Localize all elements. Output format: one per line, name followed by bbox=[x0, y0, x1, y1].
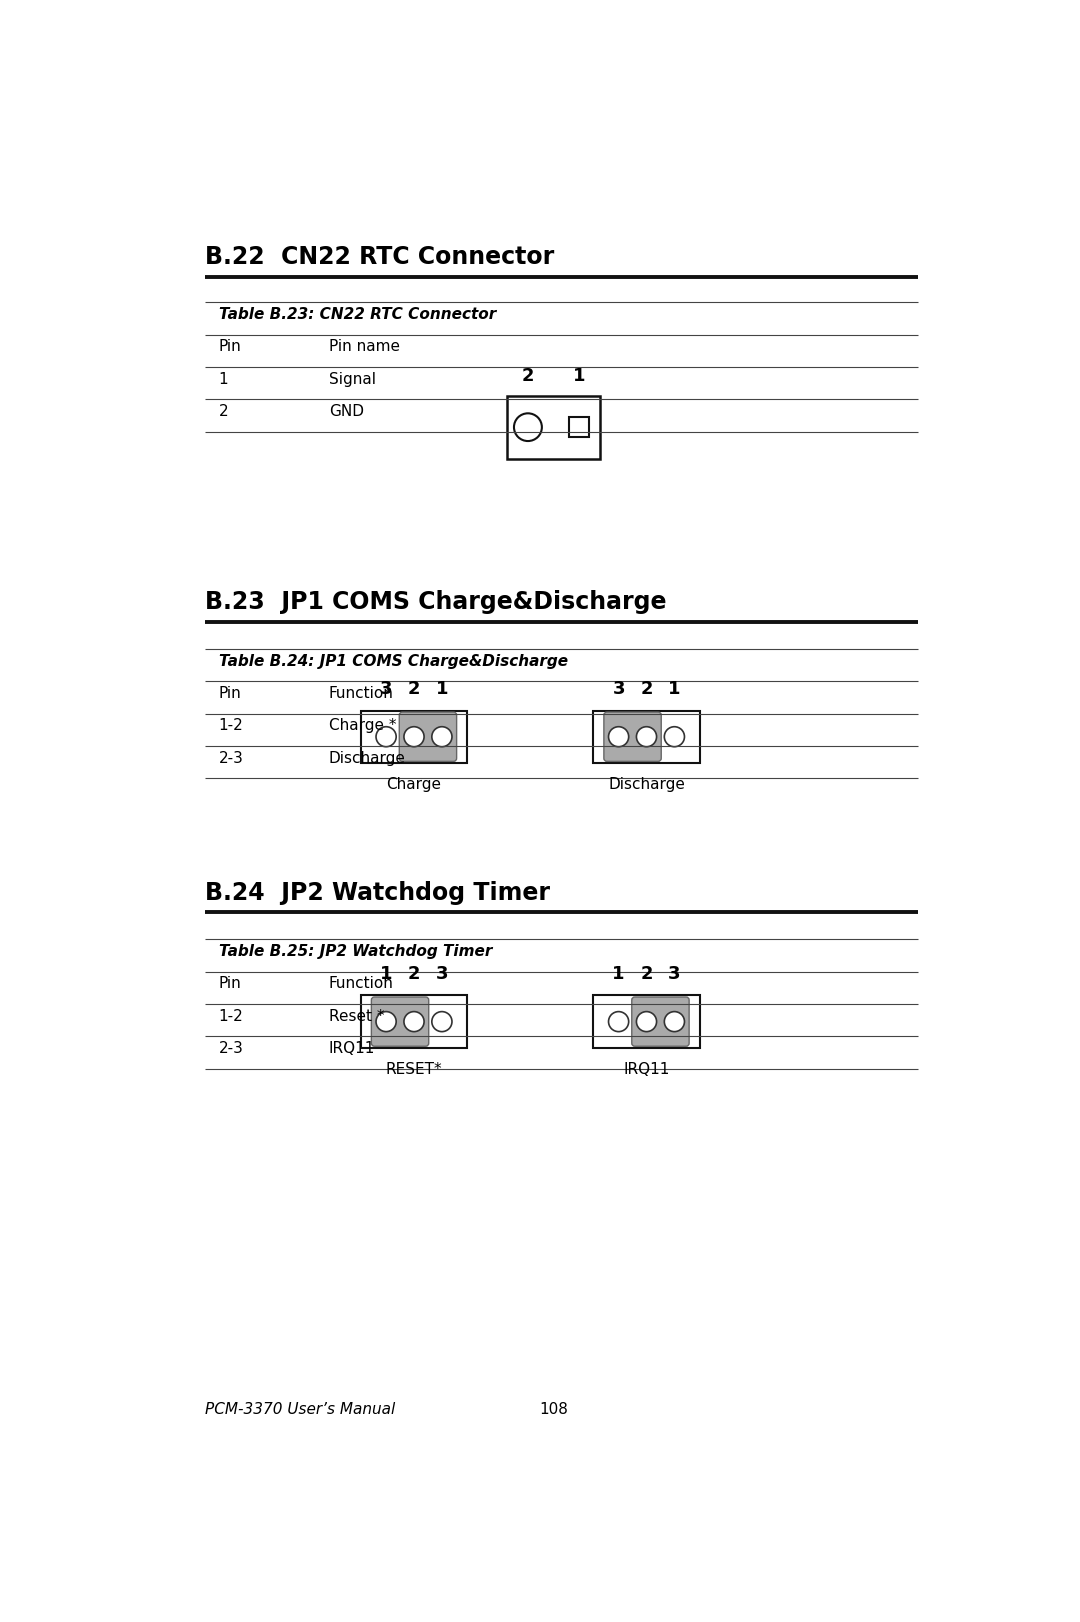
FancyBboxPatch shape bbox=[361, 996, 468, 1048]
Text: Table B.23: CN22 RTC Connector: Table B.23: CN22 RTC Connector bbox=[218, 307, 496, 323]
Text: B.22  CN22 RTC Connector: B.22 CN22 RTC Connector bbox=[205, 245, 554, 269]
Text: 2: 2 bbox=[640, 965, 652, 983]
Text: Reset *: Reset * bbox=[328, 1009, 384, 1023]
Circle shape bbox=[608, 1012, 629, 1032]
Text: B.24  JP2 Watchdog Timer: B.24 JP2 Watchdog Timer bbox=[205, 881, 550, 905]
Text: Pin: Pin bbox=[218, 976, 242, 991]
Circle shape bbox=[664, 1012, 685, 1032]
Text: 2-3: 2-3 bbox=[218, 1041, 244, 1056]
Text: Discharge: Discharge bbox=[608, 777, 685, 792]
Text: 2: 2 bbox=[218, 404, 228, 418]
Text: Function: Function bbox=[328, 976, 393, 991]
FancyBboxPatch shape bbox=[361, 710, 468, 762]
Circle shape bbox=[404, 1012, 424, 1032]
Text: Pin: Pin bbox=[218, 339, 242, 354]
Text: 2: 2 bbox=[640, 680, 652, 697]
Circle shape bbox=[664, 727, 685, 746]
Text: 2: 2 bbox=[522, 367, 535, 384]
Text: 2: 2 bbox=[408, 680, 420, 697]
Circle shape bbox=[514, 414, 542, 441]
Circle shape bbox=[432, 727, 451, 746]
Text: Charge: Charge bbox=[387, 777, 442, 792]
Text: 108: 108 bbox=[539, 1401, 568, 1416]
Text: 2-3: 2-3 bbox=[218, 751, 244, 766]
Circle shape bbox=[636, 1012, 657, 1032]
Text: Table B.24: JP1 COMS Charge&Discharge: Table B.24: JP1 COMS Charge&Discharge bbox=[218, 654, 568, 668]
FancyBboxPatch shape bbox=[593, 710, 700, 762]
Text: 1-2: 1-2 bbox=[218, 719, 243, 733]
Text: Pin name: Pin name bbox=[328, 339, 400, 354]
Text: 3: 3 bbox=[669, 965, 680, 983]
Circle shape bbox=[376, 727, 396, 746]
Text: GND: GND bbox=[328, 404, 364, 418]
Text: RESET*: RESET* bbox=[386, 1062, 443, 1077]
Circle shape bbox=[636, 727, 657, 746]
Text: Charge *: Charge * bbox=[328, 719, 396, 733]
Text: B.23  JP1 COMS Charge&Discharge: B.23 JP1 COMS Charge&Discharge bbox=[205, 590, 666, 615]
Text: Pin: Pin bbox=[218, 686, 242, 701]
Text: 3: 3 bbox=[380, 680, 392, 697]
FancyBboxPatch shape bbox=[632, 998, 689, 1046]
Text: IRQ11: IRQ11 bbox=[328, 1041, 375, 1056]
Text: PCM-3370 User’s Manual: PCM-3370 User’s Manual bbox=[205, 1401, 395, 1416]
Text: 1: 1 bbox=[572, 367, 585, 384]
FancyBboxPatch shape bbox=[400, 712, 457, 761]
Circle shape bbox=[432, 1012, 451, 1032]
Circle shape bbox=[608, 727, 629, 746]
Text: 1: 1 bbox=[612, 965, 625, 983]
Text: Signal: Signal bbox=[328, 371, 376, 386]
Text: IRQ11: IRQ11 bbox=[623, 1062, 670, 1077]
Text: 1: 1 bbox=[218, 371, 228, 386]
Circle shape bbox=[376, 1012, 396, 1032]
FancyBboxPatch shape bbox=[593, 996, 700, 1048]
Text: 3: 3 bbox=[612, 680, 625, 697]
Text: 1: 1 bbox=[435, 680, 448, 697]
Text: 1-2: 1-2 bbox=[218, 1009, 243, 1023]
Text: 1: 1 bbox=[669, 680, 680, 697]
Text: 1: 1 bbox=[380, 965, 392, 983]
FancyBboxPatch shape bbox=[372, 998, 429, 1046]
FancyBboxPatch shape bbox=[507, 396, 600, 459]
Text: Function: Function bbox=[328, 686, 393, 701]
Bar bbox=[569, 417, 590, 438]
Text: 3: 3 bbox=[435, 965, 448, 983]
FancyBboxPatch shape bbox=[604, 712, 661, 761]
Circle shape bbox=[404, 727, 424, 746]
Text: Table B.25: JP2 Watchdog Timer: Table B.25: JP2 Watchdog Timer bbox=[218, 944, 492, 959]
Text: 2: 2 bbox=[408, 965, 420, 983]
Text: Discharge: Discharge bbox=[328, 751, 406, 766]
